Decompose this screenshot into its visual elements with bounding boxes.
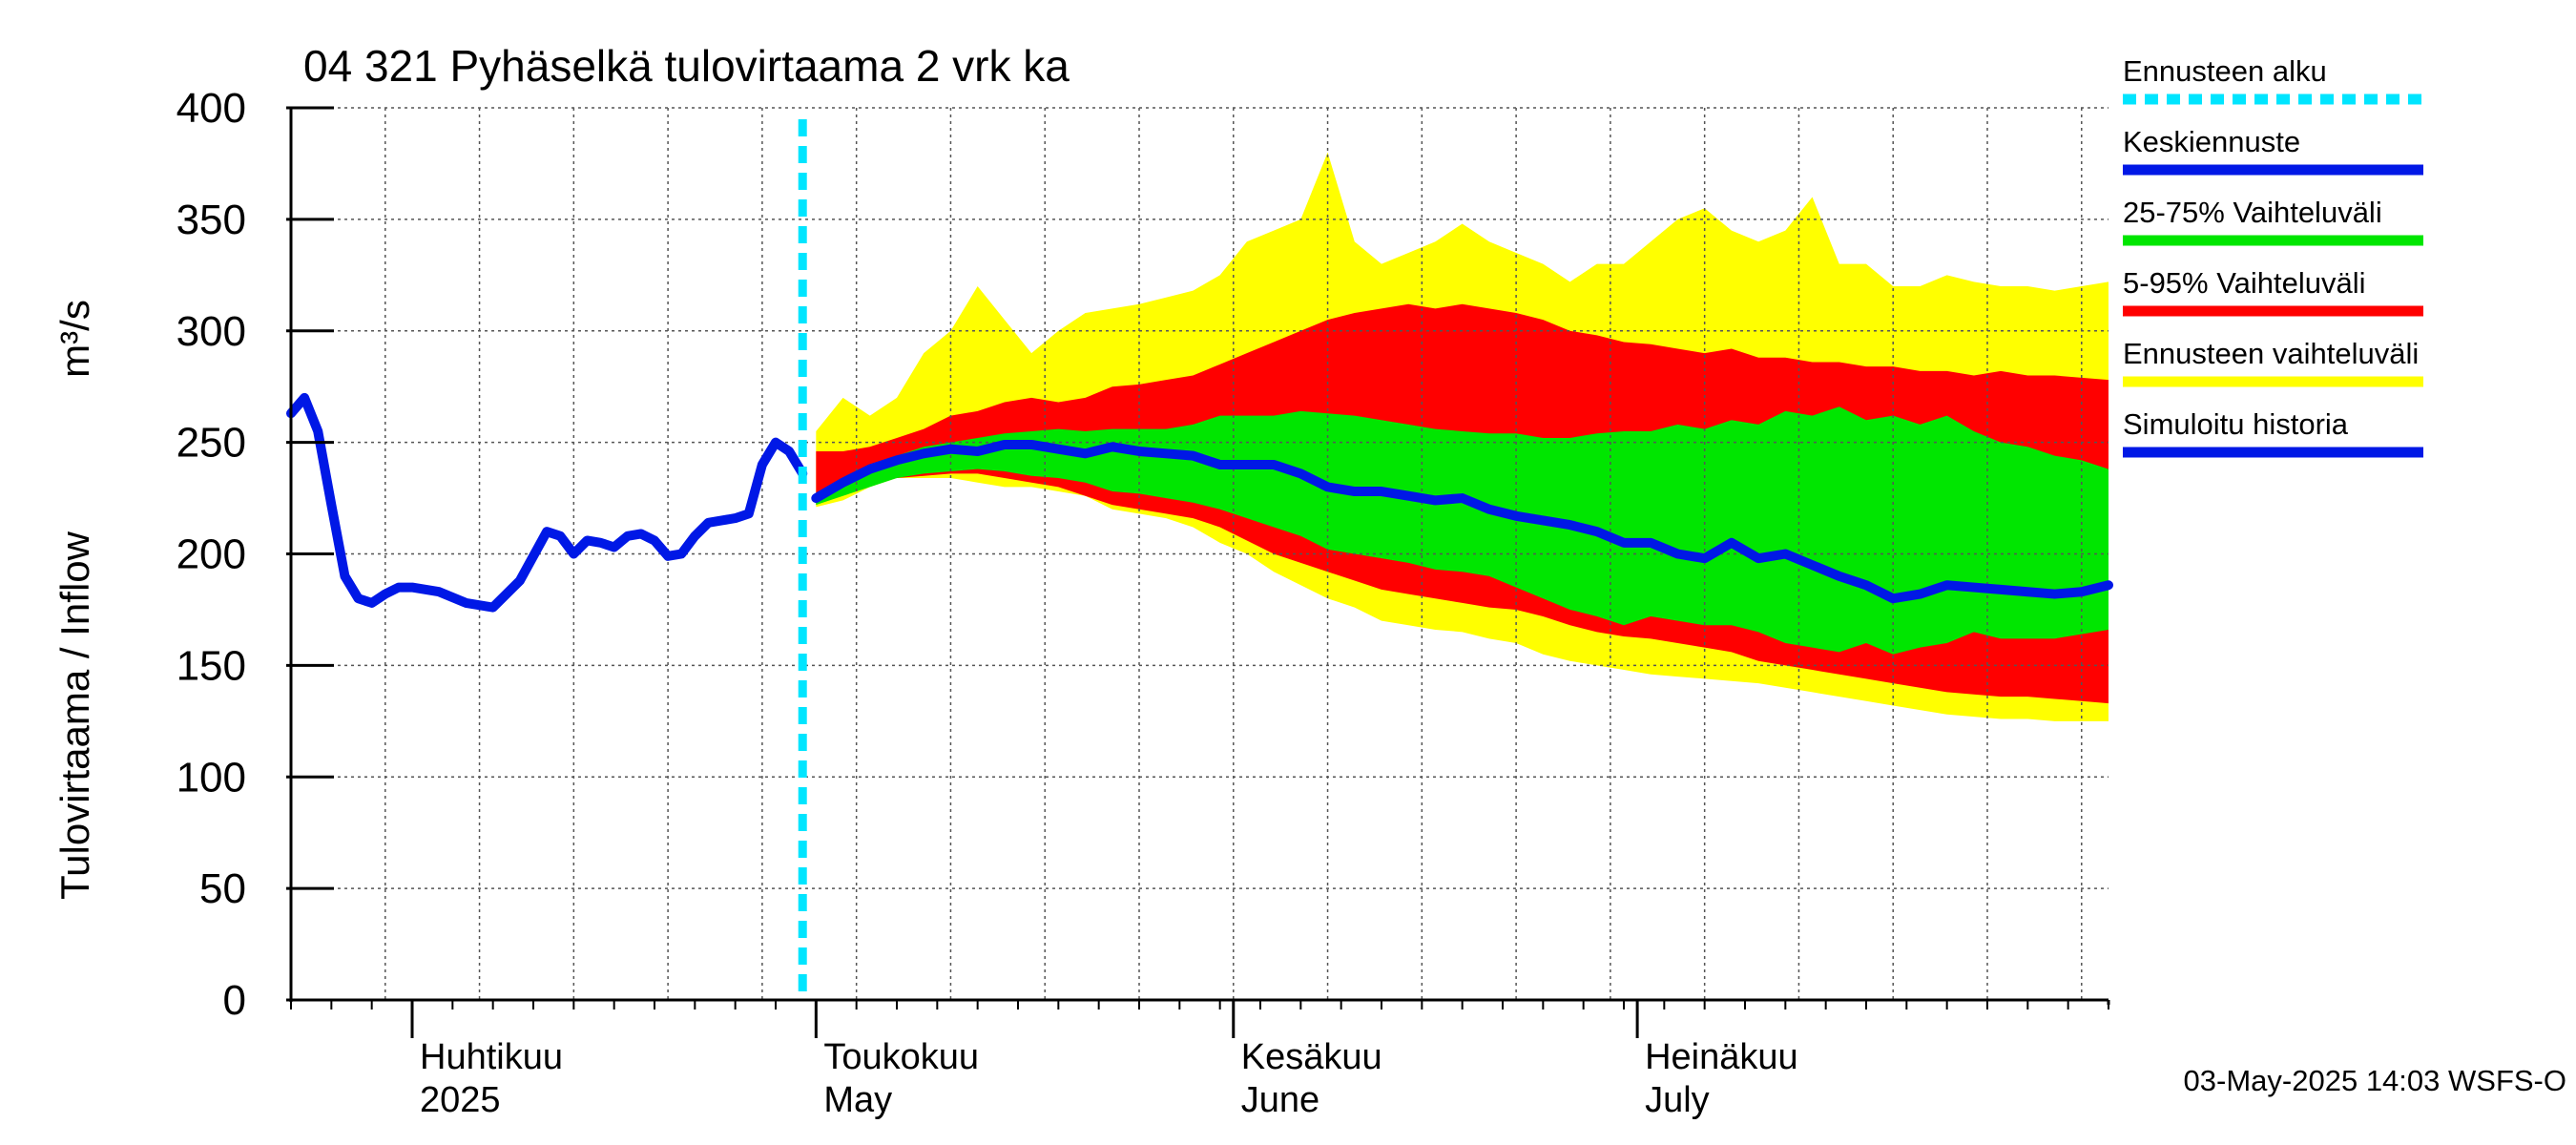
plot-area: [286, 107, 2113, 1000]
y-tick-label: 350: [177, 197, 246, 243]
y-axis-unit: m³/s: [52, 300, 97, 378]
y-axis-label: Tulovirtaama / Inflow: [52, 531, 97, 900]
legend-label: Ennusteen alku: [2123, 54, 2327, 88]
y-tick-label: 400: [177, 85, 246, 132]
legend-label: 5-95% Vaihteluväli: [2123, 266, 2365, 300]
y-tick-label: 150: [177, 642, 246, 689]
legend-label: Simuloitu historia: [2123, 407, 2349, 441]
series-simulated-history: [286, 392, 808, 613]
chart-title: 04 321 Pyhäselkä tulovirtaama 2 vrk ka: [303, 41, 1070, 91]
y-tick-label: 250: [177, 420, 246, 467]
legend-label: Ennusteen vaihteluväli: [2123, 337, 2419, 370]
y-tick-label: 200: [177, 531, 246, 578]
x-month-sublabel: 2025: [420, 1080, 501, 1120]
x-month-label: Toukokuu: [823, 1037, 979, 1077]
footer-timestamp: 03-May-2025 14:03 WSFS-O: [2184, 1064, 2566, 1097]
y-tick-label: 300: [177, 308, 246, 355]
y-tick-label: 0: [223, 977, 246, 1024]
x-month-label: Huhtikuu: [420, 1037, 563, 1077]
y-tick-labels: 0 50 100 150 200 250 300 350 400: [177, 85, 246, 1024]
x-month-label: Kesäkuu: [1241, 1037, 1382, 1077]
y-tick-label: 50: [199, 865, 246, 912]
legend-label: Keskiennuste: [2123, 125, 2300, 158]
legend-label: 25-75% Vaihteluväli: [2123, 196, 2382, 229]
legend: Ennusteen alku Keskiennuste 25-75% Vaihtel…: [2123, 54, 2423, 458]
x-month-label: Heinäkuu: [1645, 1037, 1798, 1077]
x-month-sublabel: July: [1645, 1080, 1710, 1120]
series-median-forecast: [811, 439, 2113, 604]
x-month-sublabel: May: [823, 1080, 892, 1120]
y-tick-label: 100: [177, 754, 246, 801]
x-month-sublabel: June: [1241, 1080, 1319, 1120]
axes: [286, 106, 2110, 1038]
